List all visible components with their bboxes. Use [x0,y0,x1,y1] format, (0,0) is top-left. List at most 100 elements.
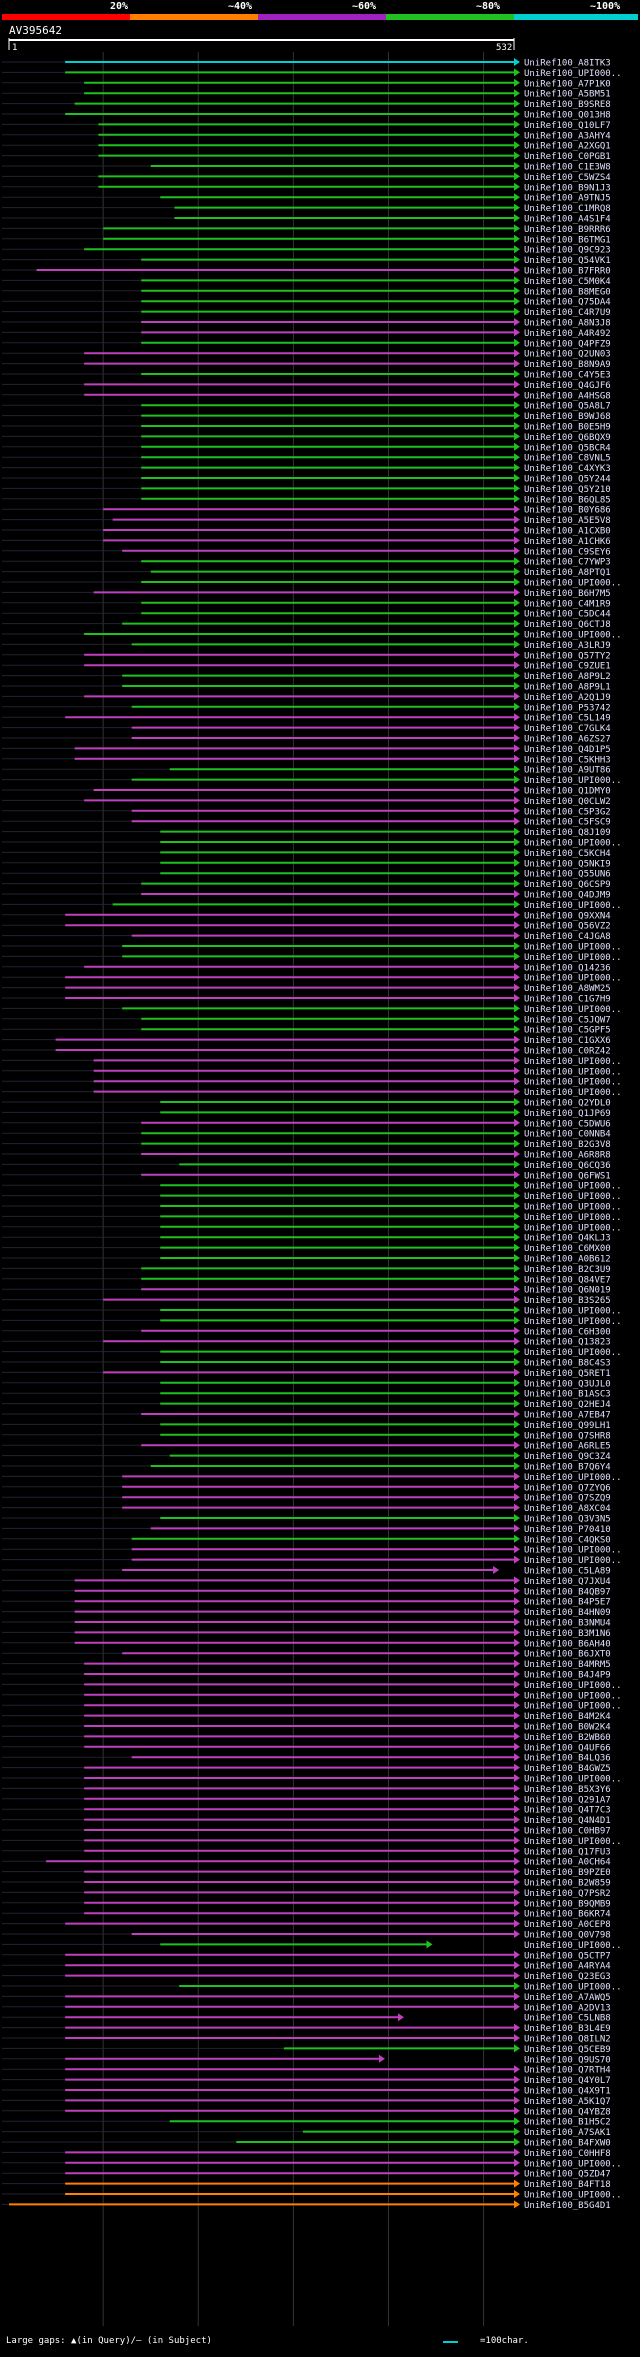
hit-label: UniRef100_Q23EG3 [524,1972,611,1982]
hit-label: UniRef100_B9RRR6 [524,225,611,235]
hit-label: UniRef100_A4HSG8 [524,391,611,401]
hit-label: UniRef100_A0CH64 [524,1858,611,1868]
legend-label-60: ~60% [352,1,377,12]
hit-arrow [514,1004,520,1013]
hit-label: UniRef100_UPI000.. [524,901,622,911]
hit-arrow [514,1462,520,1470]
hit-arrow [514,1690,520,1699]
hit-arrow [514,1836,520,1845]
hit-arrow [514,297,520,306]
hit-arrow [514,234,520,243]
hit-label: UniRef100_Q5Y244 [524,475,611,485]
hit-label: UniRef100_C1E3W8 [524,163,611,173]
hit-arrow [514,1066,520,1075]
hit-arrow [514,1139,520,1148]
hit-label: UniRef100_Q1JP69 [524,1109,611,1119]
hit-arrow [514,692,520,701]
hit-arrow [514,1857,520,1866]
hit-arrow [514,1992,520,2001]
hit-label: UniRef100_UPI000.. [524,1556,622,1566]
hit-arrow [514,1503,520,1512]
hit-label: UniRef100_B0E5H9 [524,423,611,433]
hit-arrow [514,1659,520,1668]
hit-arrow [514,1597,520,1606]
hit-label: UniRef100_UPI000.. [524,974,622,984]
hit-arrow [514,1077,520,1086]
hit-arrow [514,1181,520,1190]
hit-arrow [514,442,520,451]
hit-arrow [514,775,520,784]
hit-arrow [514,1025,520,1034]
hit-arrow [514,224,520,233]
hit-arrow [426,1940,433,1949]
hit-arrow [514,2044,520,2053]
hit-arrow [514,1129,520,1138]
hit-arrow [514,598,520,607]
hit-label: UniRef100_C5GPF5 [524,1026,611,1036]
hit-label: UniRef100_C5KHH3 [524,755,611,765]
hit-label: UniRef100_UPI000.. [524,953,622,963]
hit-arrow [514,2034,520,2042]
hit-label: UniRef100_B8MEG0 [524,287,611,297]
hit-arrow [514,962,520,971]
hit-arrow [514,734,520,742]
hit-arrow [514,1919,520,1928]
hit-arrow [514,110,520,118]
hit-arrow [514,796,520,805]
hit-label: UniRef100_Q4GJF6 [524,381,611,391]
hit-label: UniRef100_A0CEP8 [524,1920,611,1930]
hit-label: UniRef100_Q4PFZ9 [524,339,611,349]
hit-label: UniRef100_A2DV13 [524,2003,611,2013]
hit-label: UniRef100_Q9XXN4 [524,911,611,921]
identity-legend: 20% ~40% ~60% ~80% ~100% [0,0,640,22]
hit-arrow [514,78,520,87]
hit-label: UniRef100_A2XGQ1 [524,142,611,152]
hit-arrow [514,1410,520,1418]
legend-label-80: ~80% [476,1,501,12]
hit-arrow [514,1649,520,1658]
hit-arrow [514,276,520,285]
hit-label: UniRef100_C8VNL5 [524,454,611,464]
hit-arrow [514,1711,520,1720]
legend-label-20: 20% [110,1,129,12]
hit-arrow [514,1732,520,1741]
hit-arrow [514,786,520,794]
hit-arrow [514,1378,520,1387]
hit-label: UniRef100_Q13823 [524,1338,611,1348]
hit-label: UniRef100_UPI000.. [524,839,622,849]
hit-arrow [514,869,520,878]
hit-label: UniRef100_A8PTQ1 [524,568,611,578]
hit-arrow [514,2106,520,2115]
hit-arrow [514,1607,520,1616]
hit-arrow [514,1763,520,1772]
hit-arrow [514,557,520,566]
hit-arrow [514,1399,520,1408]
scale-label: =100char. [480,2336,529,2346]
hit-arrow [378,2054,385,2063]
hit-arrow [514,682,520,690]
hit-arrow [514,1035,520,1044]
hit-label: UniRef100_Q2HEJ4 [524,1400,611,1410]
hit-label: UniRef100_Q6CQ36 [524,1161,611,1171]
hit-arrow [514,2190,520,2198]
hit-arrow [514,1150,520,1158]
hit-label: UniRef100_B4HN09 [524,1608,611,1618]
legend-strip-100 [514,14,638,20]
ruler-start-label: 1 [12,43,17,53]
hit-arrow [514,723,520,732]
hit-arrow [514,1888,520,1897]
hit-arrow [514,1930,520,1938]
hit-arrow [514,588,520,597]
hit-label: UniRef100_Q2UN03 [524,350,611,360]
hit-arrow [514,484,520,493]
hit-label: UniRef100_Q14236 [524,963,611,973]
hit-arrow [514,754,520,763]
hit-label: UniRef100_UPI000.. [524,776,622,786]
hit-arrow [514,1472,520,1481]
hit-arrow [514,494,520,503]
hit-arrow [514,380,520,389]
hit-arrow [514,1784,520,1793]
hit-arrow [493,1566,500,1574]
hit-arrow [514,2148,520,2157]
hit-arrow [514,1160,520,1169]
